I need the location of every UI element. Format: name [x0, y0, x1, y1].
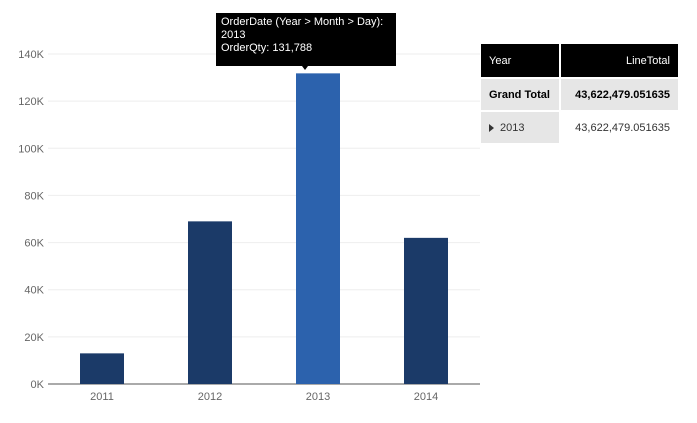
y-tick-label: 40K — [24, 285, 44, 297]
column-header-linetotal[interactable]: LineTotal — [561, 44, 678, 77]
bar-2013 — [296, 73, 340, 384]
bar-2014 — [404, 237, 448, 384]
bar-2011 — [80, 353, 124, 384]
y-tick-label: 140K — [18, 49, 44, 61]
expand-caret-icon[interactable] — [489, 123, 494, 132]
column-header-year[interactable]: Year — [481, 44, 561, 77]
y-tick-label: 60K — [24, 238, 44, 250]
matrix-header-row: Year LineTotal — [481, 44, 678, 77]
table-row[interactable]: 2013 43,622,479.051635 — [481, 110, 678, 143]
tooltip-qty: OrderQty: 131,788 — [221, 42, 313, 54]
x-tick-label: 2011 — [90, 391, 114, 403]
tooltip-date-value: 2013 — [221, 29, 246, 41]
column-chart-plot: 0K 20K 40K 60K 80K 100K 120K 140K 2011 2012 2013 20… — [18, 49, 480, 403]
matrix-table: Year LineTotal Grand Total 43,622,479.05… — [481, 44, 678, 143]
y-tick-label: 80K — [24, 190, 44, 202]
x-tick-label: 2013 — [306, 391, 330, 403]
bar-2012 — [188, 221, 232, 384]
x-tick-label: 2012 — [198, 391, 222, 403]
y-tick-label: 20K — [24, 332, 44, 344]
chart-tooltip: OrderDate (Year > Month > Day): 2013 Ord… — [216, 13, 396, 66]
y-tick-label: 0K — [31, 379, 45, 391]
grand-total-label: Grand Total — [481, 77, 561, 110]
tooltip-pointer — [302, 66, 308, 70]
column-chart: 0K 20K 40K 60K 80K 100K 120K 140K 2011 2012 2013 20… — [18, 49, 480, 403]
grand-total-value: 43,622,479.051635 — [561, 77, 678, 110]
row-value: 43,622,479.051635 — [561, 110, 678, 143]
tooltip-date-label: OrderDate (Year > Month > Day): — [221, 16, 384, 28]
y-tick-label: 120K — [18, 96, 44, 108]
row-year-label: 2013 — [500, 121, 525, 134]
y-tick-label: 100K — [18, 143, 44, 155]
grand-total-row: Grand Total 43,622,479.051635 — [481, 77, 678, 110]
row-year-cell[interactable]: 2013 — [481, 110, 561, 143]
x-tick-label: 2014 — [414, 391, 438, 403]
